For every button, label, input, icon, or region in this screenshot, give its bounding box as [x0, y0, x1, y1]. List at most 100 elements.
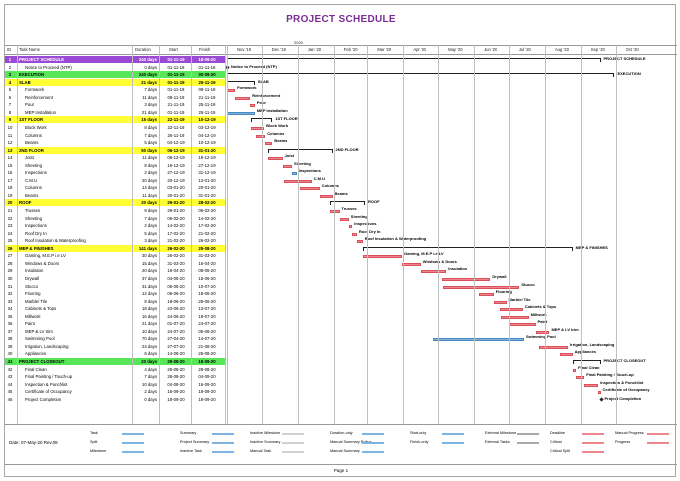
task-start: 01-11-19: [167, 64, 185, 70]
legend-item: Deadline: [550, 431, 565, 435]
task-row[interactable]: 11 Columns 7 days 26-11-19 04-12-19: [5, 132, 677, 139]
legend-swatch: [212, 442, 234, 444]
task-id: 30: [7, 275, 13, 281]
task-row[interactable]: 14 Joist 11 days 06-12-19 19-12-19: [5, 154, 677, 161]
legend-swatch: [362, 433, 384, 435]
task-id: 14: [7, 155, 13, 161]
task-row[interactable]: 44 Inspection & Punchlist 10 days 04-08-20 1…: [5, 381, 677, 388]
task-row[interactable]: 15 Sheeting 8 days 19-12-19 27-12-19: [5, 162, 677, 169]
legend-swatch: [647, 433, 669, 435]
task-row[interactable]: 37 MEP & LV trim 10 days 24-07-20 05-08-20: [5, 328, 677, 335]
task-row[interactable]: 45 Certificate of Occupancy 2 days 16-09-20…: [5, 388, 677, 395]
task-id: 12: [7, 140, 13, 146]
task-finish: 25-11-19: [198, 109, 216, 115]
task-finish: 10-12-19: [198, 117, 216, 123]
task-row[interactable]: 12 Beams 5 days 04-12-19 10-12-19: [5, 139, 677, 146]
task-row[interactable]: 31 Stucco 31 days 05-05-20 10-07-20: [5, 283, 677, 290]
task-row[interactable]: 33 Marble/ Tile 8 days 18-06-20 29-06-20: [5, 298, 677, 305]
task-start: 08-11-19: [167, 94, 185, 100]
task-row[interactable]: 23 Inspections 2 days 14-02-20 17-02-20: [5, 222, 677, 229]
task-start: 17-02-20: [167, 230, 185, 236]
task-finish: 31-01-20: [198, 147, 216, 153]
task-row[interactable]: 29 Insulation 20 days 16-04-20 08-05-20: [5, 267, 677, 274]
month-gridline: [367, 45, 369, 424]
task-row[interactable]: 13 2ND FLOOR 50 days 06-12-19 31-01-20: [5, 146, 677, 154]
task-row[interactable]: 43 Final Painting / Touch-up 7 days 28-08-2…: [5, 373, 677, 380]
legend-item: Manual Task: [250, 449, 272, 453]
month-header: Jul '20: [518, 47, 531, 52]
task-id: 29: [7, 268, 13, 274]
task-duration: 4 days: [144, 366, 157, 372]
task-name: MEP & FINISHES: [19, 245, 54, 251]
task-name: Paint: [25, 321, 35, 327]
task-row[interactable]: 20 ROOF 20 days 29-01-20 28-02-20: [5, 199, 677, 207]
task-row[interactable]: 21 Trusses 9 days 29-01-20 06-02-20: [5, 207, 677, 214]
task-id: 27: [7, 253, 13, 259]
task-start: 16-04-20: [167, 268, 185, 274]
task-row[interactable]: 28 Windows & Doors 15 days 31-03-20 16-04-20: [5, 260, 677, 267]
task-name: Beams: [25, 140, 39, 146]
task-duration: 0 days: [144, 64, 157, 70]
task-name: Irrigation, Landscaping: [25, 343, 69, 349]
task-name: Beams: [25, 192, 39, 198]
column-divider: [132, 45, 133, 424]
task-row[interactable]: 18 Columns 14 days 03-01-20 20-01-20: [5, 184, 677, 191]
task-id: 10: [7, 124, 13, 130]
task-row[interactable]: 6 Reinforcement 11 days 08-11-19 21-11-19: [5, 94, 677, 101]
task-name: Project Completion: [25, 396, 62, 402]
task-row[interactable]: 40 Appliances 6 days 14-08-20 25-08-20: [5, 350, 677, 357]
month-header: Apr '20: [413, 47, 427, 52]
task-start: 14-08-20: [167, 351, 185, 357]
task-row[interactable]: 16 Inspections 2 days 27-12-19 31-12-19: [5, 169, 677, 176]
task-id: 26: [7, 245, 13, 251]
task-row[interactable]: 46 Project Completion 0 days 18-09-20 18-09-…: [5, 396, 677, 403]
task-row[interactable]: 7 Pour 3 days 21-11-19 25-11-19: [5, 101, 677, 108]
task-name: Trusses: [25, 208, 41, 213]
task-row[interactable]: 2 Notice to Proceed (NTP) 0 days 01-11-19 01…: [5, 64, 677, 71]
task-row[interactable]: 41 PROJECT CLOSEOUT 20 days 25-08-20 18-09-2…: [5, 358, 677, 365]
task-finish: 10-07-20: [198, 283, 216, 289]
task-row[interactable]: 26 MEP & FINISHES 141 days 26-02-20 25-08-20: [5, 244, 677, 252]
task-row[interactable]: 4 SLAB 21 days 01-11-19 25-11-19: [5, 78, 677, 86]
task-finish: 25-08-20: [198, 245, 216, 251]
task-name: Pour: [25, 102, 35, 108]
task-row[interactable]: 3 EXECUTION 240 days 01-11-19 30-09-20: [5, 71, 677, 79]
task-id: 43: [7, 374, 13, 380]
task-row[interactable]: 38 Swimming Pool 70 days 27-04-20 14-07-20: [5, 335, 677, 342]
task-name: Formwork: [25, 87, 45, 93]
task-row[interactable]: 8 MEP Installation 21 days 01-11-19 25-11-19: [5, 109, 677, 116]
task-start: 20-12-19: [167, 177, 185, 183]
task-row[interactable]: 9 1ST FLOOR 15 days 22-11-19 10-12-19: [5, 116, 677, 124]
task-finish: 08-11-19: [198, 87, 216, 93]
task-finish: 18-09-20: [198, 57, 216, 62]
legend-item: Progress: [615, 440, 631, 444]
task-row[interactable]: 35 Millwork 16 days 24-06-20 18-07-20: [5, 313, 677, 320]
task-row[interactable]: 19 Beams 11 days 20-01-20 31-01-20: [5, 192, 677, 199]
task-name: Roof Insulation & Waterproofing: [25, 238, 86, 244]
task-finish: 31-12-19: [198, 170, 216, 176]
task-start: 22-11-19: [167, 124, 185, 130]
task-row[interactable]: 5 Formwork 7 days 01-11-19 08-11-19: [5, 86, 677, 93]
task-row[interactable]: 1 PROJECT SCHEDULE 240 days 01-11-19 18-09-2…: [5, 56, 677, 63]
task-row[interactable]: 10 Block Work 8 days 22-11-19 03-12-19: [5, 124, 677, 131]
task-duration: 21 days: [141, 79, 157, 85]
task-finish: 18-09-20: [198, 359, 216, 364]
task-row[interactable]: 25 Roof Insulation & Waterproofing 3 days 2…: [5, 237, 677, 244]
task-row[interactable]: 22 Sheeting 7 days 06-02-20 14-02-20: [5, 215, 677, 222]
task-finish: 15-06-20: [198, 275, 216, 281]
task-row[interactable]: 39 Irrigation, Landscaping 24 days 27-07-20…: [5, 343, 677, 350]
task-finish: 04-09-20: [198, 374, 216, 380]
legend-swatch: [212, 433, 234, 435]
task-row[interactable]: 42 Final Clean 4 days 25-08-20 28-08-20: [5, 366, 677, 373]
task-row[interactable]: 32 Flooring 12 days 05-06-20 18-06-20: [5, 290, 677, 297]
task-row[interactable]: 36 Paint 21 days 01-07-20 24-07-20: [5, 320, 677, 327]
task-row[interactable]: 27 Gaming, M.E.P i.e LV 30 days 26-02-20 31-…: [5, 252, 677, 259]
task-row[interactable]: 34 Cabinets & Tops 18 days 23-06-20 13-07-20: [5, 305, 677, 312]
task-row[interactable]: 30 Drywall 37 days 04-05-20 15-06-20: [5, 275, 677, 282]
task-duration: 8 days: [144, 298, 157, 304]
task-name: EXECUTION: [19, 72, 45, 78]
task-finish: 26-02-20: [198, 238, 216, 244]
task-finish: 25-11-19: [198, 102, 216, 108]
task-row[interactable]: 17 C.M.U 20 days 20-12-19 13-01-20: [5, 177, 677, 184]
task-row[interactable]: 24 Roof Dry In 5 days 17-02-20 21-02-20: [5, 230, 677, 237]
